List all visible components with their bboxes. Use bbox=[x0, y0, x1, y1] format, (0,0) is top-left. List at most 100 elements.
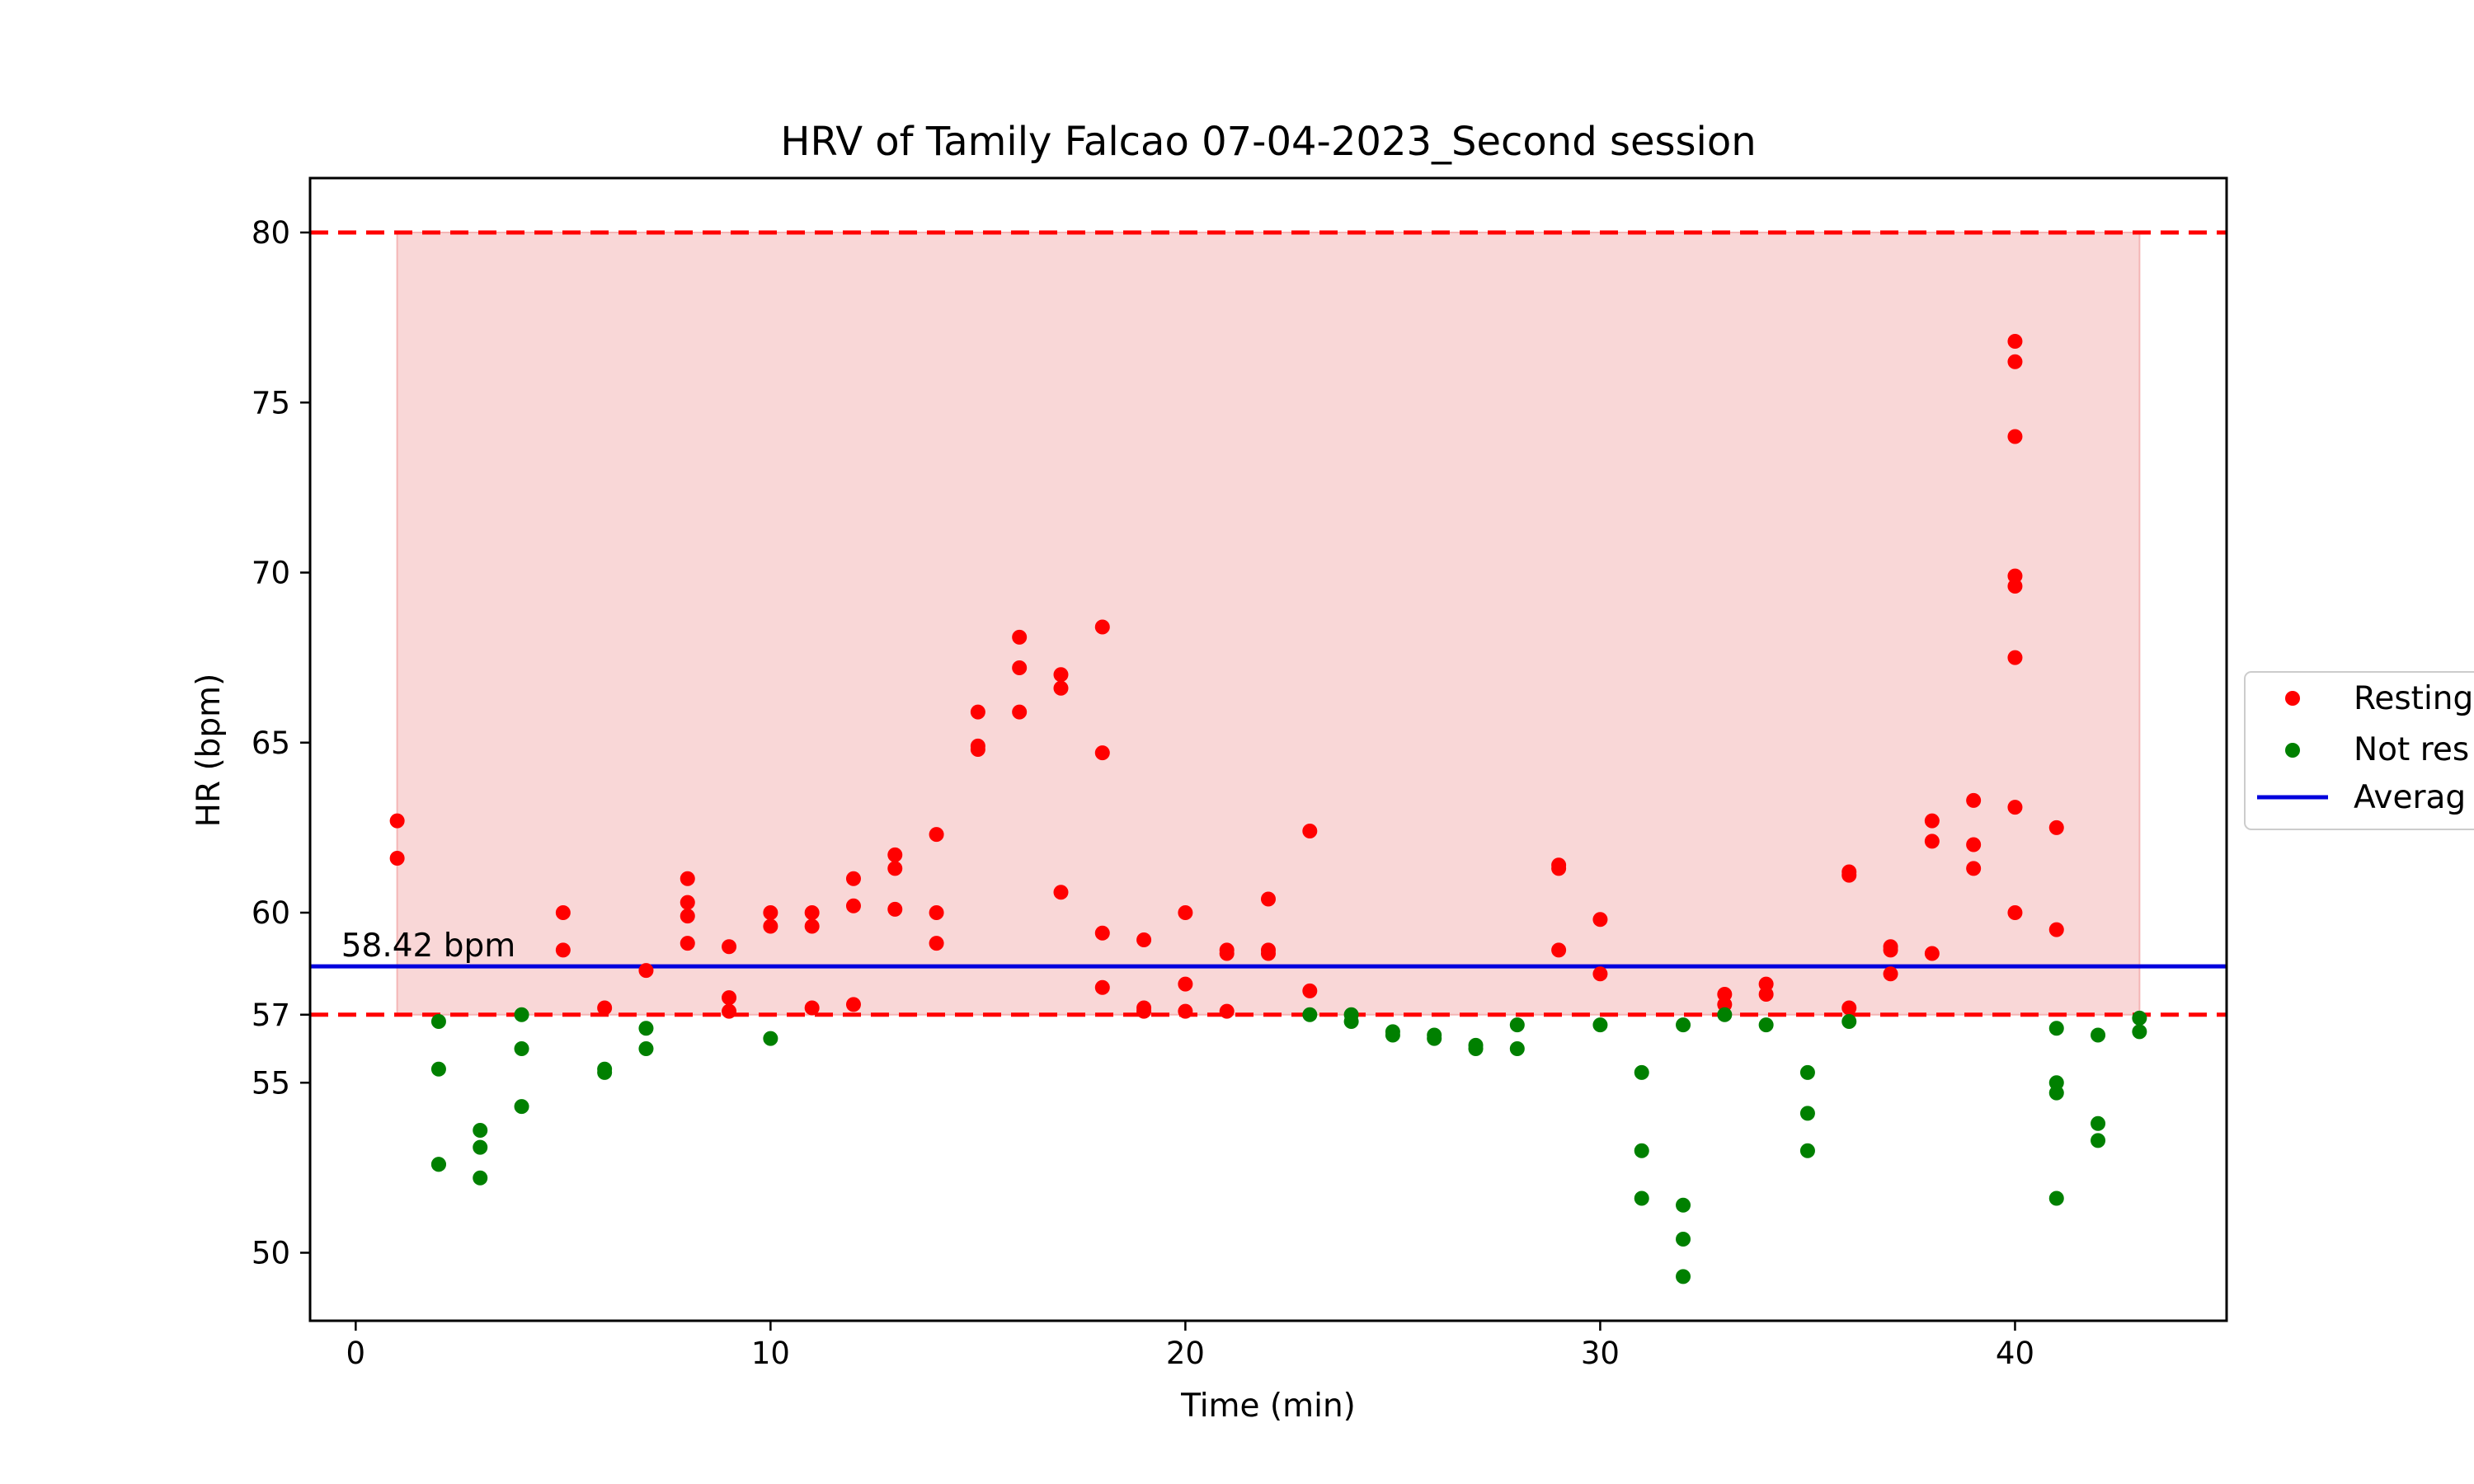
point-resting-22 bbox=[887, 861, 903, 876]
legend-frame bbox=[2244, 671, 2474, 830]
point-resting-84 bbox=[2048, 922, 2064, 937]
point-not-res-43 bbox=[2048, 1190, 2064, 1206]
point-resting-7 bbox=[680, 895, 695, 910]
point-not-res-42 bbox=[2048, 1085, 2064, 1101]
point-resting-12 bbox=[722, 1003, 737, 1019]
point-not-res-29 bbox=[1634, 1190, 1649, 1206]
point-resting-21 bbox=[887, 847, 903, 862]
y-tick-label-55: 55 bbox=[252, 1065, 290, 1101]
point-resting-57 bbox=[1592, 912, 1608, 928]
point-resting-83 bbox=[2048, 819, 2064, 835]
point-not-res-45 bbox=[2091, 1115, 2106, 1131]
point-not-res-27 bbox=[1634, 1064, 1649, 1080]
point-not-res-7 bbox=[514, 1007, 529, 1022]
point-resting-56 bbox=[1551, 942, 1567, 958]
point-not-res-46 bbox=[2091, 1133, 2106, 1148]
point-resting-13 bbox=[763, 905, 778, 920]
point-resting-76 bbox=[2007, 354, 2023, 369]
point-resting-82 bbox=[2007, 905, 2023, 920]
point-resting-79 bbox=[2007, 579, 2023, 594]
plot-frame bbox=[308, 176, 2228, 1322]
point-resting-9 bbox=[680, 936, 695, 951]
point-resting-30 bbox=[1012, 629, 1028, 645]
point-not-res-21 bbox=[1427, 1031, 1442, 1046]
point-not-res-48 bbox=[2132, 1024, 2147, 1040]
legend-label-not-resting: Not res bbox=[2354, 731, 2469, 768]
y-tick-label-65: 65 bbox=[252, 726, 290, 761]
point-resting-18 bbox=[845, 871, 861, 886]
point-resting-81 bbox=[2007, 800, 2023, 815]
point-resting-19 bbox=[845, 898, 861, 913]
point-resting-78 bbox=[2007, 568, 2023, 584]
legend-label-resting: Resting bbox=[2354, 680, 2473, 717]
point-not-res-25 bbox=[1509, 1041, 1525, 1056]
point-resting-2 bbox=[555, 905, 571, 920]
point-not-res-44 bbox=[2091, 1027, 2106, 1043]
x-tick-label-20: 20 bbox=[1166, 1336, 1205, 1371]
point-not-res-34 bbox=[1717, 1007, 1733, 1022]
point-resting-68 bbox=[1883, 966, 1898, 982]
point-not-res-31 bbox=[1676, 1197, 1691, 1213]
point-resting-71 bbox=[1924, 946, 1940, 961]
point-resting-70 bbox=[1924, 834, 1940, 849]
point-resting-47 bbox=[1219, 946, 1235, 961]
y-tick-label-60: 60 bbox=[252, 895, 290, 931]
axes: 0 10 20 30 40 50 55 57 60 65 70 75 80 bbox=[252, 176, 2228, 1371]
point-resting-39 bbox=[1094, 979, 1110, 995]
point-resting-51 bbox=[1261, 946, 1276, 961]
point-resting-43 bbox=[1178, 905, 1193, 920]
point-resting-6 bbox=[680, 871, 695, 886]
point-resting-67 bbox=[1883, 942, 1898, 958]
point-resting-37 bbox=[1094, 745, 1110, 761]
point-not-res-38 bbox=[1799, 1143, 1815, 1158]
point-resting-32 bbox=[1012, 704, 1028, 720]
point-not-res-30 bbox=[1676, 1017, 1691, 1033]
point-resting-55 bbox=[1551, 861, 1567, 876]
legend-marker-resting bbox=[2285, 691, 2300, 706]
point-resting-48 bbox=[1219, 1003, 1235, 1019]
point-resting-11 bbox=[722, 990, 737, 1006]
point-resting-5 bbox=[638, 963, 654, 979]
point-not-res-13 bbox=[638, 1041, 654, 1056]
point-resting-25 bbox=[929, 905, 944, 920]
point-not-res-32 bbox=[1676, 1232, 1691, 1247]
x-tick-label-0: 0 bbox=[346, 1336, 366, 1371]
point-resting-53 bbox=[1302, 983, 1318, 998]
point-resting-0 bbox=[389, 813, 405, 829]
point-resting-60 bbox=[1717, 997, 1733, 1012]
point-resting-14 bbox=[763, 918, 778, 934]
point-not-res-14 bbox=[763, 1031, 778, 1046]
point-resting-73 bbox=[1966, 837, 1982, 852]
point-resting-15 bbox=[804, 905, 820, 920]
plot-inner bbox=[310, 230, 2227, 1284]
point-resting-58 bbox=[1592, 966, 1608, 982]
point-not-res-19 bbox=[1385, 1027, 1400, 1043]
point-not-res-23 bbox=[1468, 1041, 1484, 1056]
average-annotation: 58.42 bpm bbox=[341, 928, 516, 965]
point-not-res-33 bbox=[1676, 1269, 1691, 1284]
point-not-res-17 bbox=[1343, 1014, 1359, 1029]
point-resting-33 bbox=[1053, 667, 1069, 683]
point-resting-64 bbox=[1841, 867, 1857, 883]
point-resting-17 bbox=[804, 1000, 820, 1016]
point-not-res-4 bbox=[473, 1123, 488, 1138]
x-tick-label-10: 10 bbox=[751, 1336, 790, 1371]
point-not-res-3 bbox=[430, 1157, 446, 1172]
point-not-res-47 bbox=[2132, 1010, 2147, 1026]
point-resting-16 bbox=[804, 918, 820, 934]
y-axis-label: HR (bpm) bbox=[190, 674, 228, 828]
plot-area: 58.42 bpm bbox=[310, 230, 2227, 1284]
point-not-res-28 bbox=[1634, 1143, 1649, 1158]
point-resting-80 bbox=[2007, 650, 2023, 665]
x-tick-label-30: 30 bbox=[1581, 1336, 1620, 1371]
point-resting-20 bbox=[845, 997, 861, 1012]
point-resting-65 bbox=[1841, 1000, 1857, 1016]
point-resting-44 bbox=[1178, 976, 1193, 992]
x-axis-label: Time (min) bbox=[1180, 1388, 1356, 1425]
point-resting-38 bbox=[1094, 925, 1110, 941]
x-tick-label-40: 40 bbox=[1996, 1336, 2034, 1371]
point-resting-36 bbox=[1094, 619, 1110, 635]
point-not-res-6 bbox=[473, 1170, 488, 1186]
point-resting-29 bbox=[970, 742, 985, 757]
legend: Resting Not res Averag bbox=[2244, 671, 2474, 830]
